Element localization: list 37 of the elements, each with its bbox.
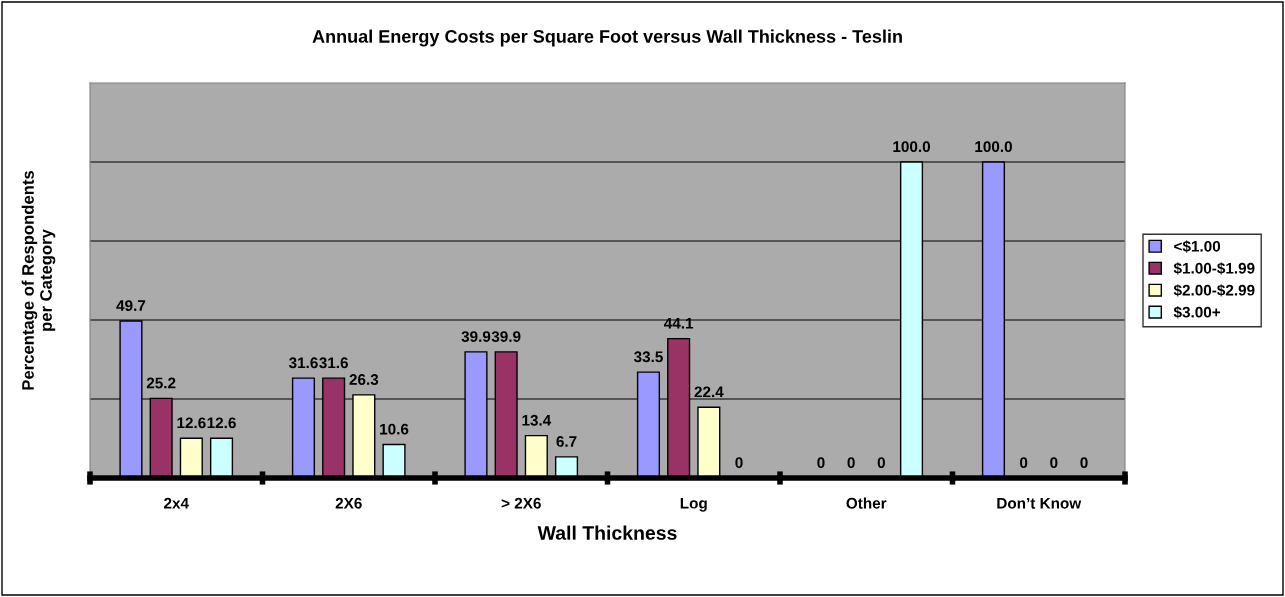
x-tick-label: 2X6 <box>335 497 362 509</box>
data-label: 26.3 <box>349 374 379 385</box>
data-label: 39.9 <box>491 331 521 342</box>
legend-label: $2.00-$2.99 <box>1173 284 1255 297</box>
x-tick-label: Log <box>680 497 707 512</box>
data-label: 31.6 <box>288 357 318 369</box>
data-label: 10.6 <box>380 423 409 435</box>
chart-title: Annual Energy Costs per Square Foot versus Wall Thickness - Teslin <box>312 29 902 47</box>
data-label: 0 <box>817 457 825 469</box>
x-tick-label: Other <box>846 497 887 509</box>
data-label: 39.9 <box>461 331 491 342</box>
data-label: 25.2 <box>146 377 176 389</box>
data-label: 0 <box>1080 457 1088 469</box>
x-tick-label: Don’t Know <box>997 498 1082 509</box>
legend-label: $1.00-$1.99 <box>1173 262 1255 275</box>
data-label: 6.7 <box>556 436 577 447</box>
data-label: 44.1 <box>664 318 694 329</box>
legend-label: $3.00+ <box>1173 306 1221 319</box>
data-label: 13.4 <box>522 414 552 426</box>
data-label: 0 <box>1050 457 1058 469</box>
x-tick-label: 2x4 <box>164 497 189 509</box>
data-label: 49.7 <box>116 300 146 311</box>
data-label: 0 <box>877 457 885 469</box>
data-label: 100.0 <box>975 141 1012 153</box>
legend-label: <$1.00 <box>1174 240 1221 253</box>
data-label: 100.0 <box>893 141 931 153</box>
data-label: 12.6 <box>207 417 236 429</box>
x-tick-label: > 2X6 <box>501 497 541 509</box>
data-label: 31.6 <box>319 357 348 369</box>
data-label: 12.6 <box>177 417 206 429</box>
data-label: 0 <box>735 457 743 469</box>
data-label: 33.5 <box>633 351 663 363</box>
data-label: 22.4 <box>694 386 724 398</box>
data-label: 0 <box>1020 457 1028 469</box>
data-label: 0 <box>847 457 855 469</box>
y-axis-title: Percentage of Respondents per Category <box>21 170 56 390</box>
x-axis-title: Wall Thickness <box>537 525 677 540</box>
